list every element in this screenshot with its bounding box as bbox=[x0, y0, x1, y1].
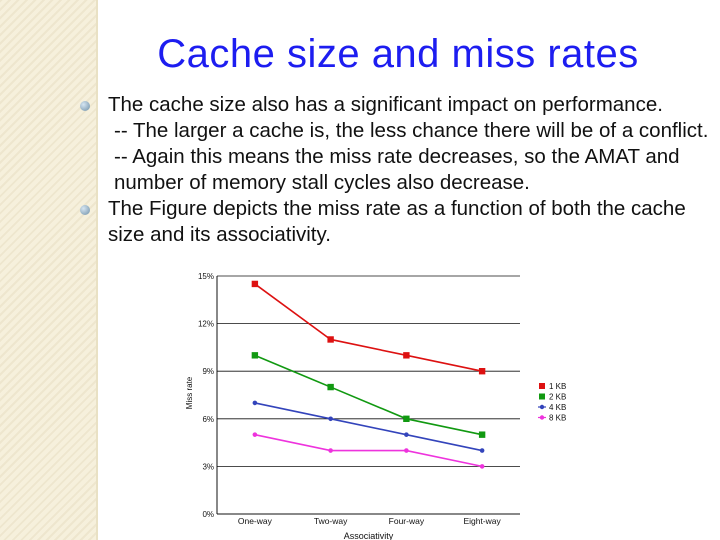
data-point bbox=[479, 448, 485, 453]
x-tick-labels: One-way Two-way Four-way Eight-way bbox=[238, 516, 502, 526]
legend-marker bbox=[539, 404, 545, 410]
y-tick-label: 0% bbox=[202, 510, 214, 519]
bullet-item: The Figure depicts the miss rate as a fu… bbox=[80, 196, 710, 248]
series-markers bbox=[251, 280, 486, 469]
legend-marker bbox=[539, 393, 545, 400]
x-tick-label: Eight-way bbox=[463, 516, 501, 526]
data-point bbox=[251, 352, 259, 359]
bullet-text: The Figure depicts the miss rate as a fu… bbox=[108, 197, 686, 246]
data-point bbox=[252, 400, 258, 406]
legend-marker bbox=[539, 415, 545, 420]
data-point bbox=[403, 415, 410, 422]
y-axis-label: Miss rate bbox=[185, 376, 194, 409]
data-point bbox=[478, 431, 486, 438]
x-tick-label: Two-way bbox=[314, 516, 348, 526]
decorative-side-strip bbox=[0, 0, 96, 540]
legend-label: 2 KB bbox=[549, 393, 566, 402]
data-point bbox=[327, 336, 334, 343]
y-tick-label: 3% bbox=[202, 462, 214, 471]
series-line bbox=[254, 283, 483, 372]
slide-title: Cache size and miss rates bbox=[157, 32, 639, 76]
side-strip-edge bbox=[96, 0, 98, 540]
legend-marker bbox=[539, 383, 545, 389]
bullet-dot-icon bbox=[80, 101, 90, 111]
series-line bbox=[254, 354, 483, 436]
data-point bbox=[252, 432, 258, 437]
legend-label: 4 KB bbox=[549, 403, 566, 412]
data-point bbox=[404, 432, 409, 437]
data-point bbox=[328, 448, 333, 453]
data-point bbox=[478, 368, 486, 375]
bullet-subline: -- Again this means the miss rate decrea… bbox=[114, 145, 680, 194]
bullet-item: The cache size also has a significant im… bbox=[80, 92, 710, 196]
legend-label: 1 KB bbox=[549, 382, 566, 391]
bullet-dot-icon bbox=[80, 205, 90, 215]
legend-label: 8 KB bbox=[549, 414, 566, 423]
y-tick-label: 9% bbox=[202, 367, 214, 376]
bullet-list: The cache size also has a significant im… bbox=[80, 92, 710, 248]
miss-rate-chart: 0% 3% 6% 9% 12% 15% One-way Two-way Four-way Eig… bbox=[185, 272, 566, 540]
bullet-subline: -- The larger a cache is, the less chanc… bbox=[114, 119, 709, 142]
data-point bbox=[404, 448, 409, 453]
x-axis-label: Associativity bbox=[344, 531, 394, 540]
data-point bbox=[327, 383, 334, 391]
data-point bbox=[479, 464, 485, 469]
y-tick-label: 12% bbox=[198, 320, 214, 329]
series-line bbox=[254, 402, 483, 452]
data-point bbox=[251, 280, 259, 288]
data-point bbox=[328, 416, 333, 422]
legend: 1 KB 2 KB4 KB 8 KB bbox=[538, 382, 566, 423]
x-tick-label: One-way bbox=[238, 516, 273, 526]
y-tick-label: 6% bbox=[202, 415, 214, 424]
series-line bbox=[254, 433, 483, 468]
data-point bbox=[403, 352, 410, 359]
x-tick-label: Four-way bbox=[389, 516, 425, 526]
series-lines bbox=[254, 283, 483, 468]
grid-lines bbox=[216, 275, 520, 515]
y-tick-label: 15% bbox=[198, 272, 214, 281]
bullet-text: The cache size also has a significant im… bbox=[108, 93, 663, 116]
y-tick-labels: 0% 3% 6% 9% 12% 15% bbox=[198, 272, 214, 519]
